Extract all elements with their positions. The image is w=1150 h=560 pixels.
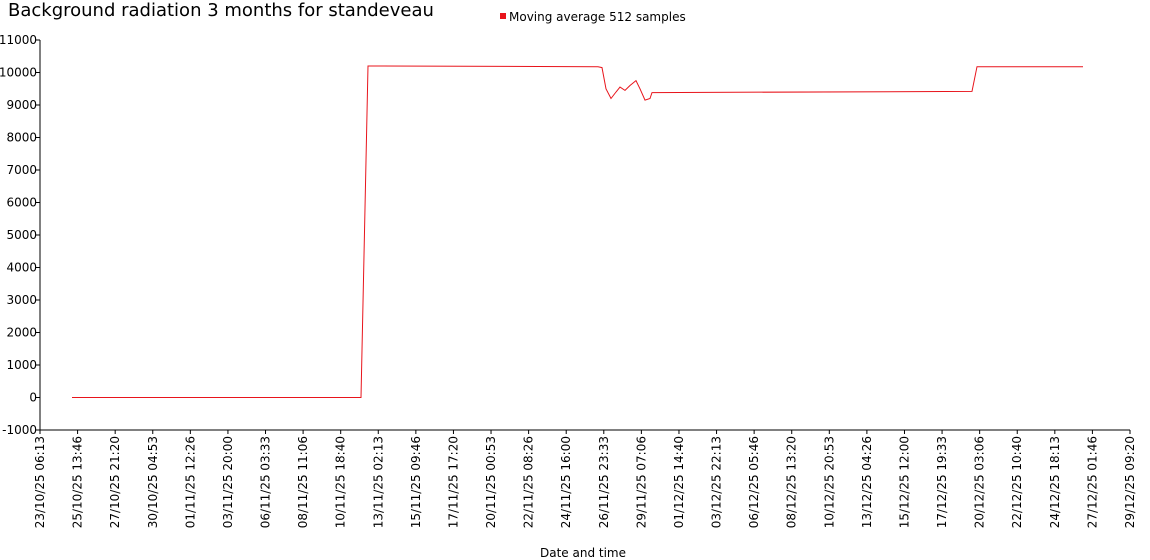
x-tick-label: 26/11/25 23:33 bbox=[597, 436, 611, 528]
y-tick-label: -1000 bbox=[2, 423, 37, 437]
x-tick-label: 29/11/25 07:06 bbox=[634, 436, 648, 528]
x-tick-label: 15/12/25 12:00 bbox=[897, 436, 911, 528]
x-tick-label: 01/11/25 12:26 bbox=[183, 436, 197, 528]
x-tick-label: 24/12/25 18:13 bbox=[1048, 436, 1062, 528]
x-tick-label: 17/12/25 19:33 bbox=[935, 436, 949, 528]
x-tick-label: 30/10/25 04:53 bbox=[146, 436, 160, 528]
x-tick-label: 10/12/25 20:53 bbox=[822, 436, 836, 528]
data-line bbox=[72, 65, 1083, 398]
x-tick-label: 27/10/25 21:20 bbox=[108, 436, 122, 528]
x-axis-label: Date and time bbox=[540, 546, 626, 560]
y-tick-label: 10000 bbox=[0, 66, 37, 80]
y-tick-label: 3000 bbox=[6, 293, 37, 307]
x-tick-label: 29/12/25 09:20 bbox=[1123, 436, 1137, 528]
x-tick-label: 03/11/25 20:00 bbox=[221, 436, 235, 528]
x-tick-label: 17/11/25 17:20 bbox=[446, 436, 460, 528]
x-tick-label: 08/12/25 13:20 bbox=[785, 436, 799, 528]
y-tick-label: 4000 bbox=[6, 261, 37, 275]
x-tick-label: 27/12/25 01:46 bbox=[1085, 436, 1099, 528]
y-tick-label: 1000 bbox=[6, 358, 37, 372]
x-tick-label: 01/12/25 14:40 bbox=[672, 436, 686, 528]
x-tick-label: 08/11/25 11:06 bbox=[296, 436, 310, 528]
y-tick-label: 8000 bbox=[6, 131, 37, 145]
y-tick-label: 7000 bbox=[6, 163, 37, 177]
y-tick-label: 5000 bbox=[6, 228, 37, 242]
legend-label: Moving average 512 samples bbox=[509, 10, 686, 24]
chart-title: Background radiation 3 months for stande… bbox=[8, 0, 434, 21]
x-tick-label: 13/11/25 02:13 bbox=[371, 436, 385, 528]
x-tick-label: 10/11/25 18:40 bbox=[334, 436, 348, 528]
x-tick-label: 22/11/25 08:26 bbox=[522, 436, 536, 528]
x-tick-label: 13/12/25 04:26 bbox=[860, 436, 874, 528]
y-tick-label: 2000 bbox=[6, 326, 37, 340]
x-tick-label: 23/10/25 06:13 bbox=[33, 436, 47, 528]
y-tick-label: 6000 bbox=[6, 196, 37, 210]
x-tick-label: 06/11/25 03:33 bbox=[259, 436, 273, 528]
x-tick-label: 24/11/25 16:00 bbox=[559, 436, 573, 528]
y-tick-label: 0 bbox=[29, 391, 37, 405]
x-tick-label: 20/11/25 00:53 bbox=[484, 436, 498, 528]
x-tick-label: 25/10/25 13:46 bbox=[71, 436, 85, 528]
x-tick-label: 06/12/25 05:46 bbox=[747, 436, 761, 528]
x-tick-label: 03/12/25 22:13 bbox=[710, 436, 724, 528]
x-tick-label: 20/12/25 03:06 bbox=[973, 436, 987, 528]
y-tick-label: 9000 bbox=[6, 98, 37, 112]
y-tick-label: 11000 bbox=[0, 33, 37, 47]
legend-swatch bbox=[500, 13, 506, 19]
x-tick-label: 22/12/25 10:40 bbox=[1010, 436, 1024, 528]
x-tick-label: 15/11/25 09:46 bbox=[409, 436, 423, 528]
